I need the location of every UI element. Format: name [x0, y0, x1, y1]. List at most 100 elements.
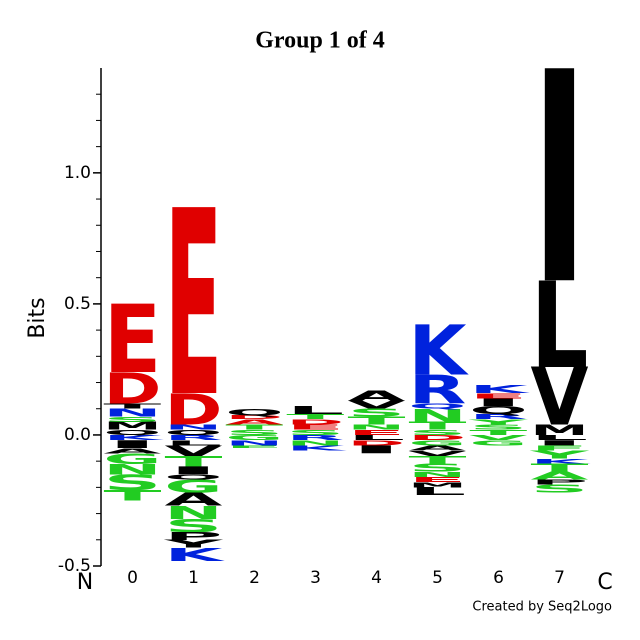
logo-letter: S [409, 428, 467, 437]
x-tick-label: 5 [432, 568, 443, 588]
logo-letter: Q [104, 428, 162, 437]
logo-letter: Q [165, 428, 223, 437]
logo-letter: I [531, 438, 589, 447]
logo-letter: K [104, 433, 167, 442]
logo-letter: T [104, 402, 163, 411]
x-tick-label: 2 [249, 568, 260, 588]
logo-letter: N [165, 423, 223, 432]
logo-letter: Q [226, 408, 287, 418]
logo-letter: Q [165, 473, 223, 482]
x-tick-label: 6 [493, 568, 504, 588]
x-tick-label: 3 [310, 568, 321, 588]
logo-letter: N [348, 423, 406, 432]
y-tick-label: -0.5 [58, 556, 91, 576]
logo-letter: I [348, 443, 406, 456]
logo-letter: A [104, 446, 167, 455]
logo-letter: E [470, 391, 529, 400]
logo-letter: M [409, 480, 467, 489]
logo-letter: R [287, 433, 350, 442]
logo-letter: P [531, 478, 589, 487]
logo-letter: Y [523, 449, 590, 462]
y-tick-label: 0.5 [64, 294, 91, 314]
logo-letter: I [531, 10, 589, 349]
logo-letter: D [348, 438, 406, 447]
logo-letter: T [470, 428, 529, 437]
logo-letter: K [287, 444, 350, 453]
logo-letter: R [409, 367, 467, 413]
logo-letter: D [165, 385, 223, 435]
logo-letter: N [104, 462, 162, 478]
logo-letter: K [409, 313, 469, 392]
logo-letter: E [287, 423, 346, 432]
logo-letter: D [226, 415, 291, 421]
logo-letter: S [470, 423, 528, 432]
logo-letter: V [470, 433, 533, 442]
logo-letter: N [226, 438, 284, 447]
logo-letter: N [409, 470, 467, 479]
logo-letter: G [470, 438, 529, 447]
logo-letter: S [226, 428, 284, 437]
logo-letter: S [409, 462, 467, 475]
logo-letter: T [409, 420, 472, 433]
logo-letter: D [104, 364, 162, 414]
logo-letter: G [226, 433, 285, 442]
logo-letter: G [409, 438, 468, 447]
x-tick-label: 4 [371, 568, 382, 588]
logo-letter: K [470, 383, 533, 396]
logo-letter: F [531, 444, 590, 453]
logo-letter: N [104, 407, 162, 420]
logo-letter: S [531, 483, 589, 496]
logo-letter: L [531, 433, 594, 442]
x-tick-label: 7 [554, 568, 565, 588]
logo-letter: E [409, 475, 468, 484]
logo-letter: A [226, 417, 289, 426]
logo-letter: A [165, 490, 223, 511]
logo-letter: R [470, 412, 533, 421]
logo-letter: T [531, 462, 594, 475]
x-tick-label: 1 [188, 568, 199, 588]
logo-letter: N [287, 438, 345, 447]
logo-letter: G [104, 452, 162, 468]
logo-letter: L [287, 404, 346, 417]
logo-letter: A [348, 389, 411, 405]
c-terminus-label: C [597, 570, 612, 595]
logo-letter: Q [409, 402, 467, 411]
logo-letter: L [531, 257, 589, 395]
logo-letter: P [165, 530, 224, 543]
chart-title: Group 1 of 4 [255, 28, 385, 54]
logo-letter: R [165, 433, 228, 442]
logo-letter: I [104, 438, 162, 451]
logo-letter: T [409, 454, 472, 467]
logo-letter: L [165, 438, 228, 447]
logo-letter: D [287, 417, 345, 426]
logo-letter: I [165, 464, 223, 477]
logo-letter: T [348, 414, 411, 427]
y-axis-label: Bits [25, 297, 50, 338]
logo-letter: Q [470, 404, 528, 417]
logo-letter: T [226, 423, 285, 432]
logo-letter: T [104, 488, 163, 504]
logo-letter: M [531, 423, 589, 439]
logo-letter: I [470, 396, 528, 409]
logo-letter: E [165, 157, 223, 454]
n-terminus-label: N [77, 570, 93, 595]
y-tick-label: 1.0 [64, 163, 91, 183]
logo-letter: T [165, 454, 224, 470]
logo-letter: S [348, 407, 406, 420]
logo-letter: E [104, 286, 162, 395]
logo-letter: V [165, 444, 228, 460]
x-tick-label: 0 [127, 568, 138, 588]
logo-letter: S [165, 516, 223, 537]
logo-letter: L [409, 485, 468, 498]
logo-letter: N [165, 503, 223, 524]
logo-letter: S [287, 428, 345, 437]
logo-letter: V [409, 449, 472, 458]
logo-letter: Y [157, 538, 224, 551]
logo-letter: G [165, 477, 223, 498]
logo-letter: E [226, 445, 297, 449]
logo-letter: Y [458, 417, 536, 426]
logo-letter: A [409, 444, 472, 453]
credit: Created by Seq2Logo [472, 600, 612, 615]
logo-letter: K [165, 545, 228, 566]
